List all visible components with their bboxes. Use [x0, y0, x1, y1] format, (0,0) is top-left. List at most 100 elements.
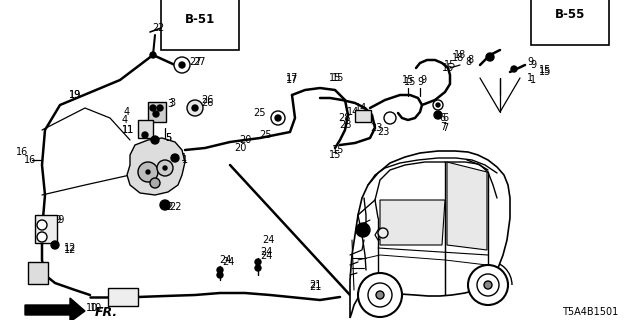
Text: FR.: FR. [95, 306, 118, 318]
Text: 15: 15 [402, 75, 414, 85]
Text: 27: 27 [189, 57, 202, 67]
Text: 16: 16 [24, 155, 36, 165]
Text: 1: 1 [182, 155, 188, 165]
Bar [35, 215, 57, 243]
Text: 1: 1 [181, 153, 187, 163]
Text: 14: 14 [355, 103, 367, 113]
Circle shape [484, 281, 492, 289]
Circle shape [146, 170, 150, 174]
Text: B-55: B-55 [555, 8, 586, 21]
Text: 19: 19 [69, 90, 81, 100]
Text: 22: 22 [169, 202, 181, 212]
Text: B-51: B-51 [185, 13, 215, 26]
Text: 10: 10 [86, 303, 98, 313]
Text: 16: 16 [16, 147, 28, 157]
Text: 15: 15 [539, 67, 551, 77]
Text: 29: 29 [49, 215, 61, 225]
Text: 27: 27 [194, 57, 206, 67]
Polygon shape [127, 138, 185, 195]
Circle shape [275, 115, 281, 121]
Text: 2: 2 [152, 23, 158, 33]
Circle shape [433, 100, 443, 110]
Circle shape [151, 136, 159, 144]
Text: 3: 3 [167, 99, 173, 109]
Circle shape [150, 105, 156, 111]
Circle shape [511, 66, 517, 72]
Text: 5: 5 [165, 133, 171, 143]
Text: 9: 9 [420, 75, 426, 85]
Text: 13: 13 [36, 277, 48, 287]
Polygon shape [350, 151, 510, 318]
Text: 28: 28 [338, 113, 350, 123]
Text: 17: 17 [286, 75, 298, 85]
Text: 1: 1 [530, 75, 536, 85]
Text: 15: 15 [404, 77, 416, 87]
Circle shape [217, 272, 223, 278]
Circle shape [51, 241, 59, 249]
Text: 15: 15 [442, 63, 454, 73]
Text: 20: 20 [234, 143, 246, 153]
Circle shape [192, 105, 198, 111]
Text: 6: 6 [439, 113, 445, 123]
Circle shape [157, 105, 163, 111]
Circle shape [477, 274, 499, 296]
Text: 4: 4 [124, 107, 130, 117]
Text: 15: 15 [329, 73, 341, 83]
Bar [28, 262, 48, 284]
Text: 15: 15 [329, 150, 341, 160]
Text: 15: 15 [444, 60, 456, 70]
Text: 14: 14 [347, 107, 359, 117]
Text: 6: 6 [442, 113, 448, 123]
Text: 24: 24 [262, 235, 274, 245]
Circle shape [378, 228, 388, 238]
Circle shape [153, 111, 159, 117]
Text: 2: 2 [157, 23, 163, 33]
Circle shape [217, 267, 223, 273]
Text: 20: 20 [239, 135, 251, 145]
Text: 15: 15 [539, 65, 551, 75]
Circle shape [368, 283, 392, 307]
Polygon shape [380, 200, 445, 245]
Circle shape [486, 53, 494, 61]
Text: 29: 29 [52, 215, 64, 225]
Text: 1: 1 [527, 73, 533, 83]
Text: 3: 3 [169, 98, 175, 108]
Text: 28: 28 [339, 120, 351, 130]
Circle shape [358, 273, 402, 317]
Circle shape [150, 52, 156, 58]
Text: 15: 15 [332, 73, 344, 83]
Circle shape [187, 100, 203, 116]
Text: 8: 8 [467, 55, 473, 65]
Text: 21: 21 [309, 282, 321, 292]
Text: 23: 23 [377, 127, 389, 137]
Text: 24: 24 [222, 257, 234, 267]
Circle shape [37, 232, 47, 242]
Circle shape [174, 57, 190, 73]
Text: 25: 25 [259, 130, 271, 140]
Text: 19: 19 [69, 90, 81, 100]
Text: 13: 13 [36, 277, 48, 287]
Circle shape [138, 162, 158, 182]
Circle shape [436, 103, 440, 107]
Text: 24: 24 [260, 247, 272, 257]
Text: 11: 11 [122, 125, 134, 135]
Text: 22: 22 [162, 202, 174, 212]
Text: 8: 8 [465, 57, 471, 67]
Text: 9: 9 [417, 77, 423, 87]
Bar [355, 110, 371, 122]
Circle shape [384, 112, 396, 124]
Text: 7: 7 [440, 122, 446, 132]
Bar [138, 120, 153, 138]
Text: 26: 26 [201, 98, 213, 108]
Circle shape [37, 220, 47, 230]
Text: 9: 9 [527, 57, 533, 67]
Text: 12: 12 [64, 243, 76, 253]
Polygon shape [25, 298, 85, 320]
Text: 24: 24 [219, 255, 231, 265]
Circle shape [255, 259, 261, 265]
Text: 21: 21 [309, 280, 321, 290]
Text: 18: 18 [452, 53, 464, 63]
Circle shape [150, 178, 160, 188]
Text: 23: 23 [370, 123, 382, 133]
Text: 5: 5 [165, 133, 171, 143]
